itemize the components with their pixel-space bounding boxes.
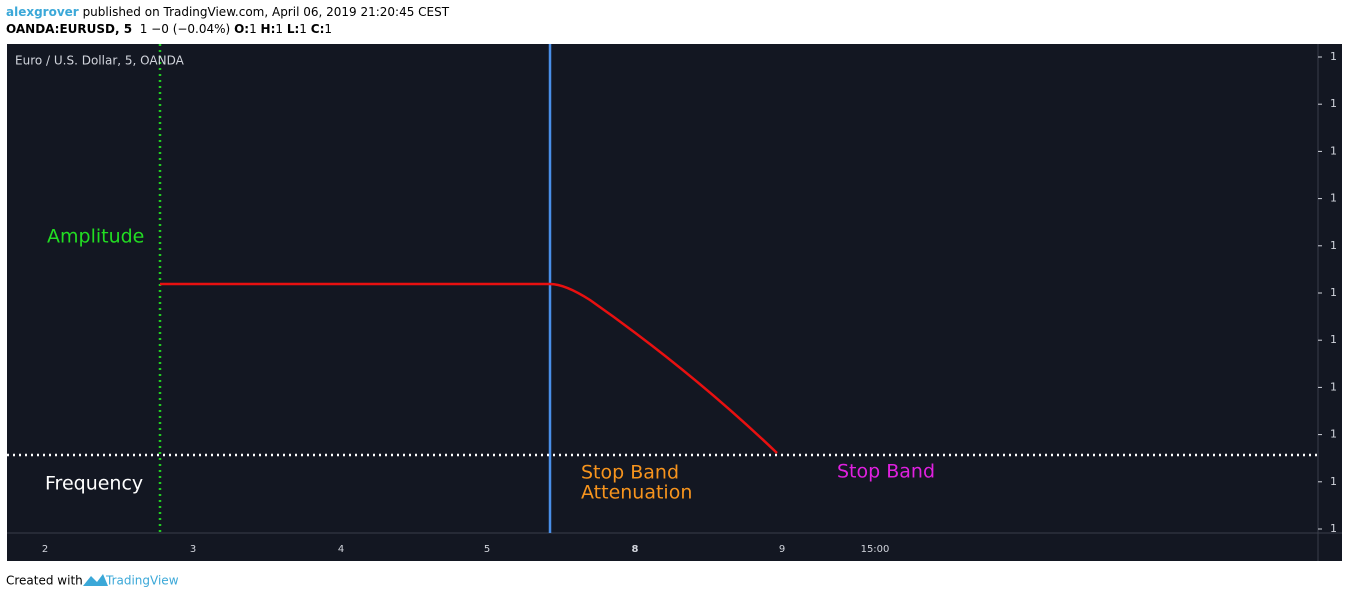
price-label: 1 — [1330, 97, 1337, 110]
published: published on TradingView.com, April 06, … — [82, 5, 450, 19]
ohlc-value: 1 — [275, 22, 284, 36]
amplitude-label: Amplitude — [47, 226, 144, 248]
attenuation-label: Stop Band — [581, 462, 679, 484]
price-label: 1 — [1330, 428, 1337, 441]
stop-band-label: Stop Band — [837, 461, 935, 483]
price-axis — [1318, 44, 1342, 533]
ohlc-label: L: — [286, 22, 300, 36]
created-with: Created with — [6, 574, 83, 588]
price-label: 1 — [1330, 144, 1337, 157]
frequency-label: Frequency — [45, 473, 143, 495]
plot-area — [7, 44, 1318, 533]
time-label: 5 — [484, 544, 490, 555]
time-label: 15:00 — [861, 544, 890, 555]
time-label: 2 — [42, 544, 48, 555]
ohlc-value: 1 — [324, 22, 333, 36]
time-axis — [7, 533, 1342, 561]
response-curve — [160, 282, 778, 454]
ohlc-label: H: — [260, 22, 276, 36]
price-label: 1 — [1330, 522, 1337, 535]
symbol: OANDA:EURUSD, 5 — [6, 22, 133, 36]
logo[interactable] — [83, 574, 108, 586]
change: 1 −0 (−0.04%) — [139, 22, 231, 36]
attenuation-label: Attenuation — [581, 482, 692, 504]
price-label: 1 — [1330, 380, 1337, 393]
price-label: 1 — [1330, 475, 1337, 488]
price-label: 1 — [1330, 192, 1337, 205]
author[interactable]: alexgrover — [6, 5, 79, 19]
ohlc-value: 1 — [299, 22, 307, 36]
ohlc-label: O: — [234, 22, 250, 36]
price-label: 1 — [1330, 333, 1337, 346]
publish-line: alexgrover published on TradingView.com,… — [6, 5, 449, 19]
price-label: 1 — [1330, 239, 1337, 252]
ohlc-label: C: — [310, 22, 325, 36]
price-label: 1 — [1330, 50, 1337, 63]
legend-title: Euro / U.S. Dollar, 5, OANDA — [15, 54, 185, 68]
time-label: 3 — [190, 544, 196, 555]
quote-line: OANDA:EURUSD, 5 1 −0 (−0.04%) O:1 H:1 L:… — [6, 22, 332, 36]
brand[interactable]: TradingView — [105, 574, 179, 588]
price-label: 1 — [1330, 286, 1337, 299]
time-label: 8 — [632, 544, 639, 555]
time-label: 9 — [779, 544, 785, 555]
ohlc-value: 1 — [249, 22, 257, 36]
time-label: 4 — [338, 544, 344, 555]
